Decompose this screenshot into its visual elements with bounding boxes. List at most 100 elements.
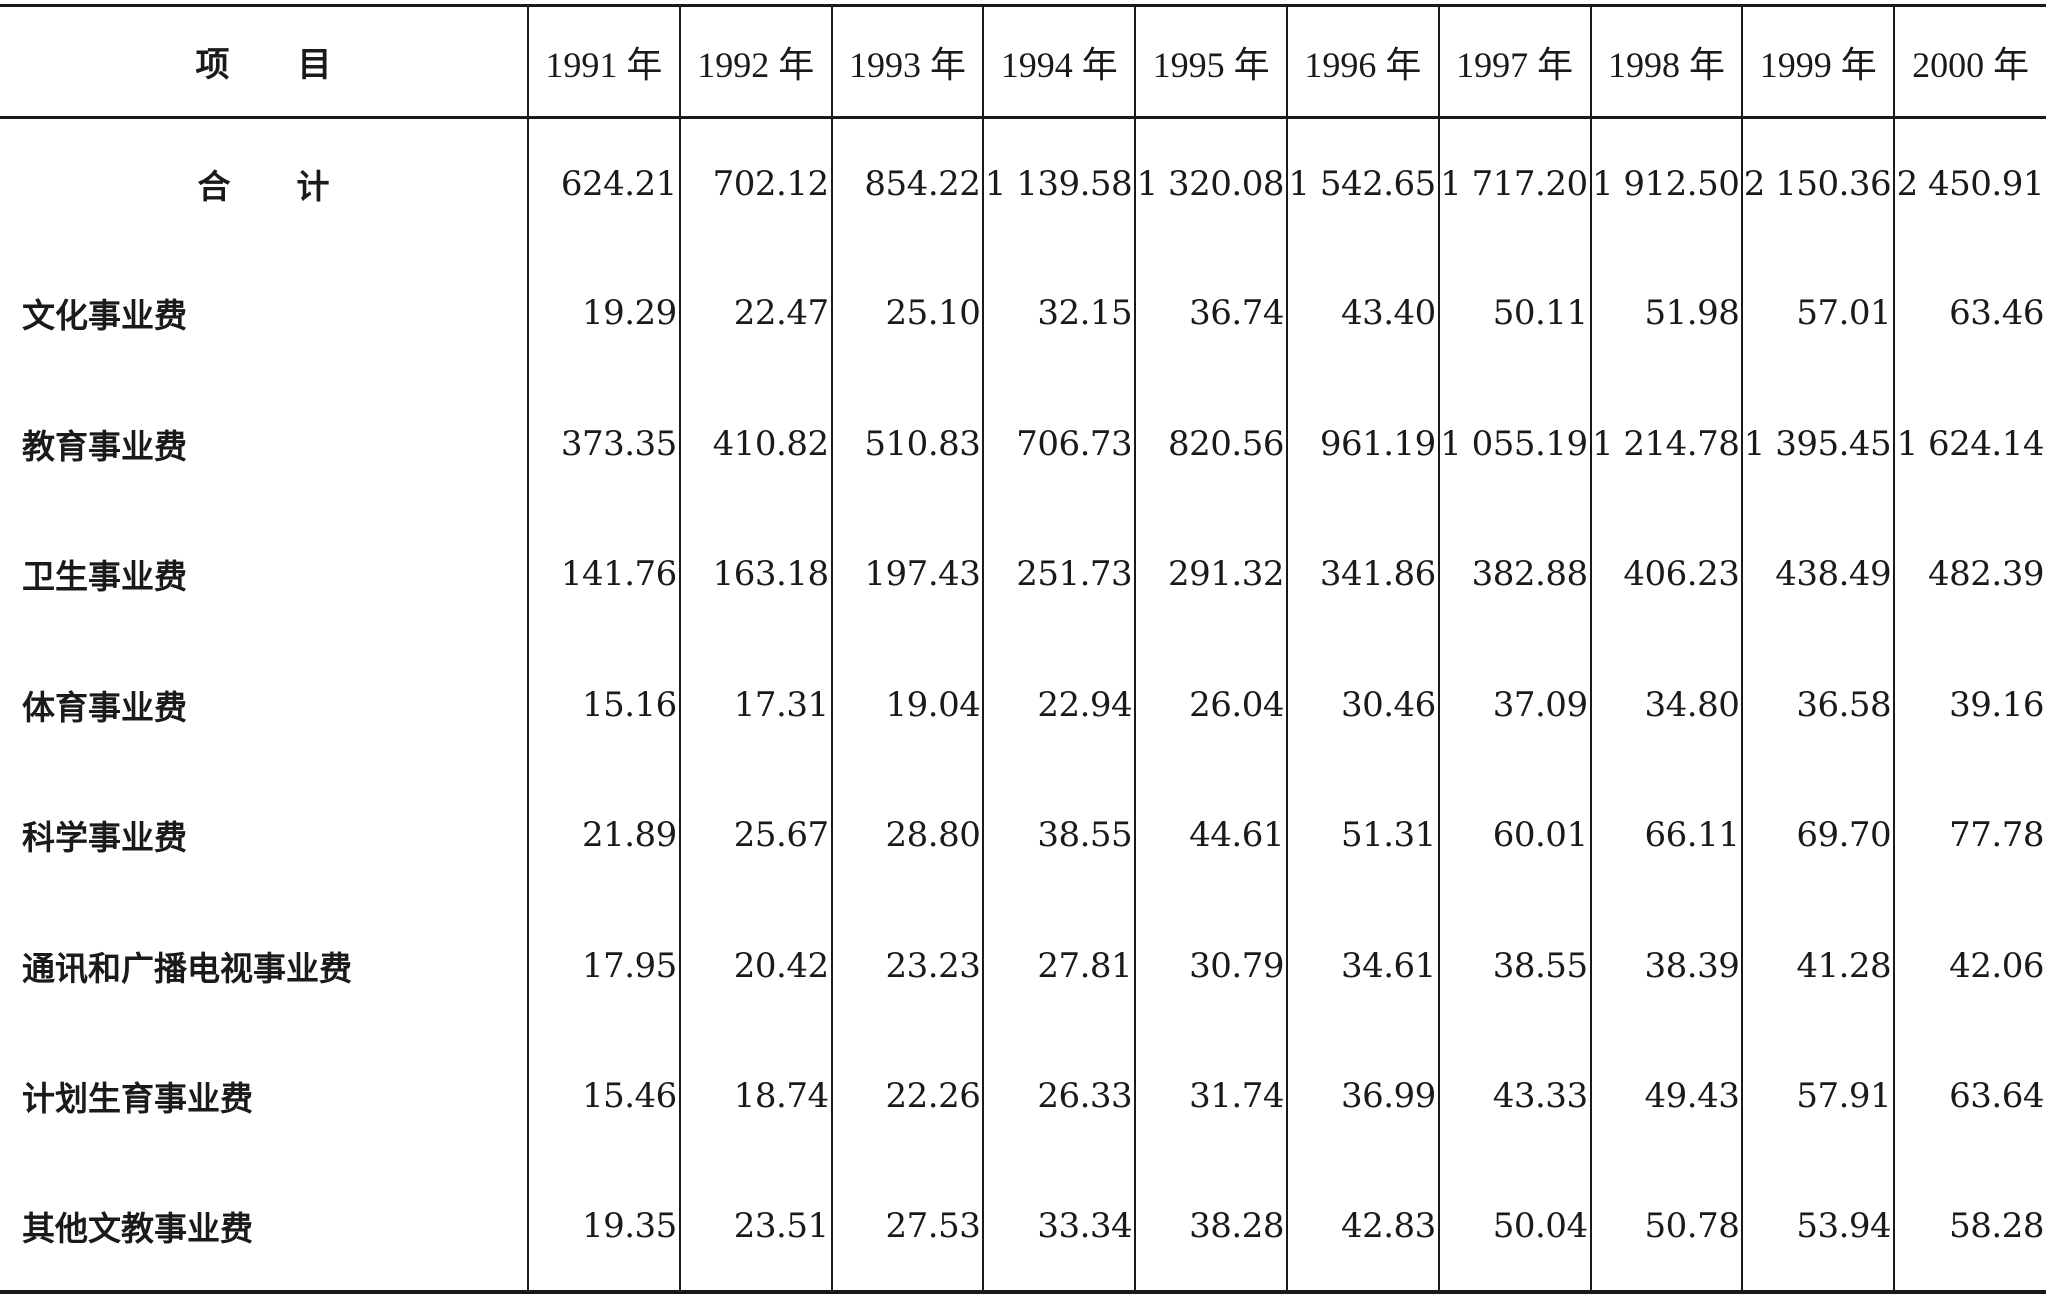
table-cell: 34.80 <box>1589 639 1744 770</box>
table-cell: 63.64 <box>1893 1031 2046 1162</box>
table-cell: 1 542.65 <box>1285 117 1440 248</box>
table-cell: 38.55 <box>982 770 1137 901</box>
table-cell: 60.01 <box>1437 770 1592 901</box>
table-row: 文化事业费 19.29 22.47 25.10 32.15 36.74 43.40 50.11… <box>0 248 2046 379</box>
table-cell: 41.28 <box>1741 900 1896 1031</box>
header-year-1997: 1997 年 <box>1437 4 1592 119</box>
header-year-1996: 1996 年 <box>1285 4 1440 119</box>
table-cell: 69.70 <box>1741 770 1896 901</box>
table-cell: 17.95 <box>527 900 681 1031</box>
table-cell: 961.19 <box>1285 378 1440 509</box>
table-row: 教育事业费 373.35 410.82 510.83 706.73 820.56 961.1… <box>0 378 2046 509</box>
table-cell: 22.47 <box>678 248 833 379</box>
table-cell: 39.16 <box>1893 639 2046 770</box>
table-cell: 28.80 <box>830 770 985 901</box>
table-cell: 1 055.19 <box>1437 378 1592 509</box>
table-cell: 382.88 <box>1437 509 1592 640</box>
table-cell: 410.82 <box>678 378 833 509</box>
table-cell: 15.16 <box>527 639 681 770</box>
table-cell: 26.04 <box>1134 639 1288 770</box>
table-cell: 50.11 <box>1437 248 1592 379</box>
table-cell: 706.73 <box>982 378 1137 509</box>
table-row: 合 计 624.21 702.12 854.22 1 139.58 1 320.08 1 5… <box>0 117 2046 248</box>
table-cell: 19.04 <box>830 639 985 770</box>
table-cell: 53.94 <box>1741 1161 1896 1294</box>
table-cell: 820.56 <box>1134 378 1288 509</box>
header-row: 项 目 1991 年 1992 年 1993 年 1994 年 1995 年 1… <box>0 4 2046 119</box>
table-cell: 57.91 <box>1741 1031 1896 1162</box>
table-cell: 702.12 <box>678 117 833 248</box>
header-year-1992: 1992 年 <box>678 4 833 119</box>
table-cell: 66.11 <box>1589 770 1744 901</box>
table-cell: 26.33 <box>982 1031 1137 1162</box>
table-cell: 34.61 <box>1285 900 1440 1031</box>
table-cell: 1 214.78 <box>1589 378 1744 509</box>
table-cell: 624.21 <box>527 117 681 248</box>
table-cell: 2 450.91 <box>1893 117 2046 248</box>
table-cell: 251.73 <box>982 509 1137 640</box>
table-cell: 63.46 <box>1893 248 2046 379</box>
table-cell: 22.26 <box>830 1031 985 1162</box>
row-label: 科学事业费 <box>0 770 529 901</box>
table-cell: 33.34 <box>982 1161 1137 1294</box>
table-cell: 77.78 <box>1893 770 2046 901</box>
header-year-1998: 1998 年 <box>1589 4 1744 119</box>
row-label: 卫生事业费 <box>0 509 529 640</box>
table-cell: 1 912.50 <box>1589 117 1744 248</box>
table-cell: 141.76 <box>527 509 681 640</box>
table-cell: 27.53 <box>830 1161 985 1294</box>
header-year-1994: 1994 年 <box>982 4 1137 119</box>
table-cell: 36.74 <box>1134 248 1288 379</box>
table-cell: 32.15 <box>982 248 1137 379</box>
table-cell: 43.40 <box>1285 248 1440 379</box>
table-cell: 510.83 <box>830 378 985 509</box>
table-cell: 36.58 <box>1741 639 1896 770</box>
table-cell: 1 395.45 <box>1741 378 1896 509</box>
header-year-1993: 1993 年 <box>830 4 985 119</box>
table-cell: 31.74 <box>1134 1031 1288 1162</box>
expenditure-table: 项 目 1991 年 1992 年 1993 年 1994 年 1995 年 1… <box>0 4 2046 1294</box>
table-cell: 42.83 <box>1285 1161 1440 1294</box>
table-cell: 1 320.08 <box>1134 117 1288 248</box>
header-year-1991: 1991 年 <box>527 4 681 119</box>
table-cell: 373.35 <box>527 378 681 509</box>
table-cell: 27.81 <box>982 900 1137 1031</box>
table-row: 其他文教事业费 19.35 23.51 27.53 33.34 38.28 42.83 50.… <box>0 1161 2046 1294</box>
table-cell: 20.42 <box>678 900 833 1031</box>
header-year-1999: 1999 年 <box>1741 4 1896 119</box>
header-year-2000: 2000 年 <box>1893 4 2046 119</box>
table-cell: 438.49 <box>1741 509 1896 640</box>
table-cell: 21.89 <box>527 770 681 901</box>
table-cell: 23.23 <box>830 900 985 1031</box>
row-label: 其他文教事业费 <box>0 1161 529 1294</box>
table-cell: 43.33 <box>1437 1031 1592 1162</box>
header-year-1995: 1995 年 <box>1134 4 1288 119</box>
table-cell: 1 717.20 <box>1437 117 1592 248</box>
header-item: 项 目 <box>0 4 529 119</box>
row-label: 计划生育事业费 <box>0 1031 529 1162</box>
table-cell: 44.61 <box>1134 770 1288 901</box>
table-cell: 25.67 <box>678 770 833 901</box>
table-cell: 42.06 <box>1893 900 2046 1031</box>
table-cell: 406.23 <box>1589 509 1744 640</box>
table-row: 体育事业费 15.16 17.31 19.04 22.94 26.04 30.46 37.09… <box>0 639 2046 770</box>
table-cell: 38.39 <box>1589 900 1744 1031</box>
table-cell: 38.55 <box>1437 900 1592 1031</box>
table-cell: 291.32 <box>1134 509 1288 640</box>
table-cell: 25.10 <box>830 248 985 379</box>
table-cell: 2 150.36 <box>1741 117 1896 248</box>
table-row: 科学事业费 21.89 25.67 28.80 38.55 44.61 51.31 60.01… <box>0 770 2046 901</box>
table-cell: 51.98 <box>1589 248 1744 379</box>
table-cell: 341.86 <box>1285 509 1440 640</box>
row-label: 教育事业费 <box>0 378 529 509</box>
row-label: 合 计 <box>0 117 529 248</box>
table-cell: 17.31 <box>678 639 833 770</box>
table-cell: 15.46 <box>527 1031 681 1162</box>
row-label: 文化事业费 <box>0 248 529 379</box>
table-cell: 197.43 <box>830 509 985 640</box>
table-row: 通讯和广播电视事业费 17.95 20.42 23.23 27.81 30.79 34.61… <box>0 900 2046 1031</box>
table-body: 合 计 624.21 702.12 854.22 1 139.58 1 320.08 1 5… <box>0 117 2046 1294</box>
table-cell: 854.22 <box>830 117 985 248</box>
row-label: 体育事业费 <box>0 639 529 770</box>
table-cell: 49.43 <box>1589 1031 1744 1162</box>
